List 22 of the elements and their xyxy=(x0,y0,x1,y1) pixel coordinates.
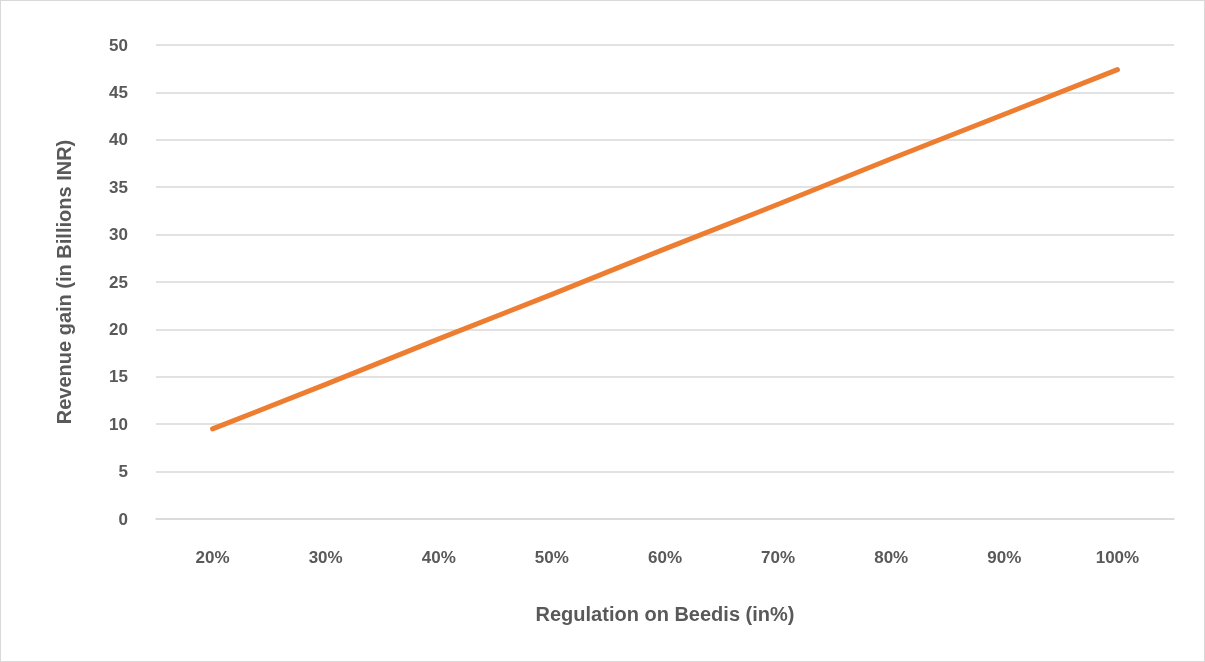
y-tick-label: 20 xyxy=(109,319,128,339)
y-tick-label: 0 xyxy=(118,509,128,529)
x-tick-label: 30% xyxy=(308,548,343,567)
x-tick-label: 90% xyxy=(987,548,1022,567)
x-tick-label: 60% xyxy=(647,548,683,567)
y-tick-label: 5 xyxy=(118,462,128,482)
y-tick-label: 25 xyxy=(109,272,128,292)
y-tick-label: 40 xyxy=(109,130,128,150)
x-axis-title: Regulation on Beedis (in%) xyxy=(535,603,795,625)
y-tick-label: 35 xyxy=(109,177,128,197)
x-tick-label: 80% xyxy=(874,548,909,567)
x-tick-label: 100% xyxy=(1095,548,1140,567)
y-axis-title: Revenue gain (in Billions INR) xyxy=(53,139,75,425)
y-tick-label: 15 xyxy=(109,367,128,387)
x-tick-label: 70% xyxy=(761,548,796,567)
x-tick-label: 40% xyxy=(421,548,456,567)
y-tick-label: 50 xyxy=(109,35,128,55)
x-tick-label: 50% xyxy=(534,548,569,567)
y-tick-label: 45 xyxy=(109,82,128,102)
x-tick-label: 20% xyxy=(195,548,230,567)
y-tick-label: 10 xyxy=(109,414,128,434)
y-tick-label: 30 xyxy=(109,225,128,245)
